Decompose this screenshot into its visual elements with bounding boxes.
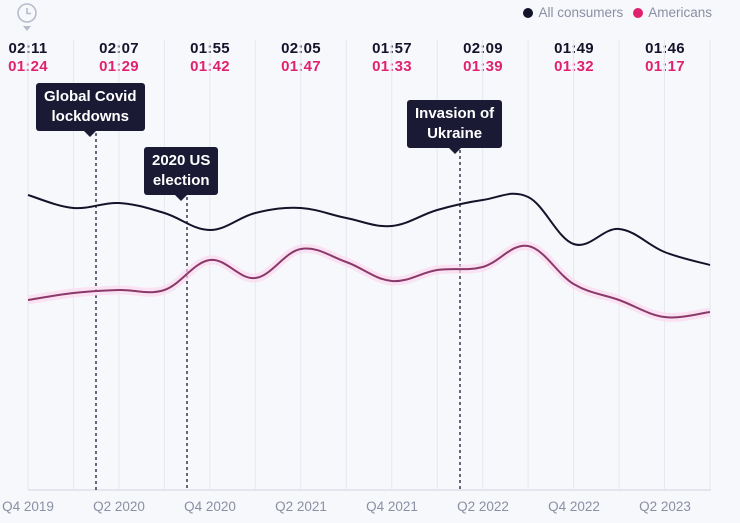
x-tick-label: Q2 2022	[457, 499, 509, 514]
chart-legend: All consumers Americans	[523, 5, 712, 20]
x-tick-label: Q4 2021	[366, 499, 418, 514]
annotation-ukraine-invasion: Invasion of Ukraine	[407, 100, 503, 154]
americans-line	[27, 244, 711, 319]
all-consumers-line	[27, 192, 711, 266]
x-tick-label: Q4 2020	[184, 499, 236, 514]
legend-dot-icon	[633, 7, 644, 18]
legend-label: Americans	[648, 5, 712, 20]
legend-item-americans: Americans	[633, 5, 712, 20]
x-tick-label: Q4 2019	[2, 499, 54, 514]
legend-item-all-consumers: All consumers	[523, 5, 623, 20]
x-tick-label: Q2 2020	[93, 499, 145, 514]
x-tick-label: Q2 2023	[639, 499, 691, 514]
x-tick-label: Q2 2021	[275, 499, 327, 514]
legend-label: All consumers	[538, 5, 624, 20]
annotation-covid-lockdowns: Global Covid lockdowns	[36, 83, 145, 137]
legend-dot-icon	[523, 7, 534, 18]
americans-line-glow	[27, 241, 711, 322]
annotation-us-election: 2020 US election	[144, 147, 219, 201]
clock-icon	[17, 3, 37, 31]
x-tick-label: Q4 2022	[548, 499, 600, 514]
event-markers	[95, 133, 461, 490]
